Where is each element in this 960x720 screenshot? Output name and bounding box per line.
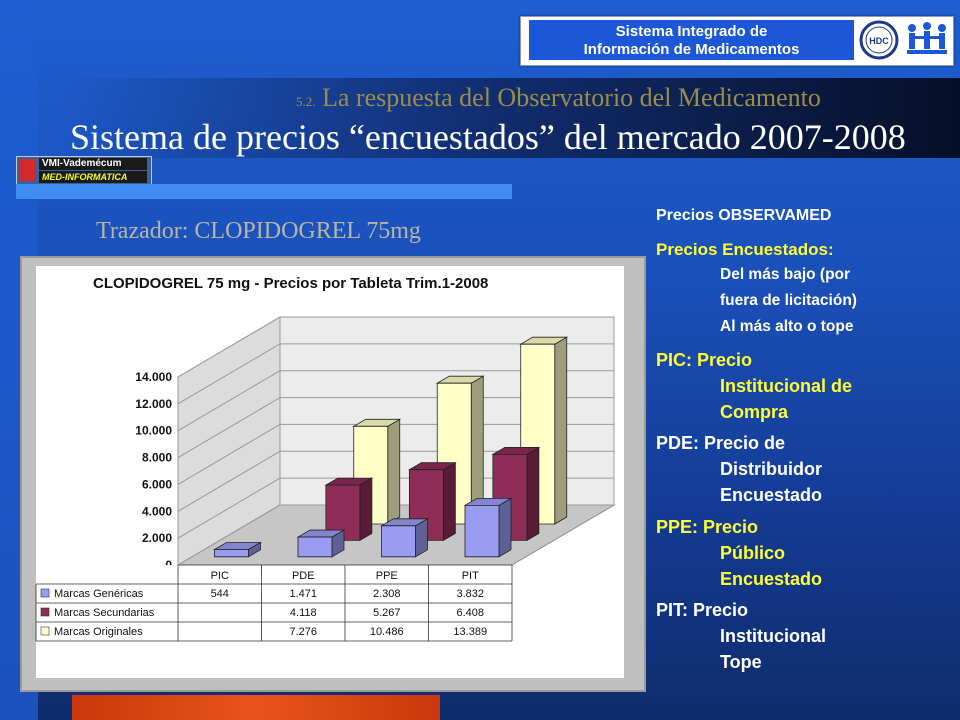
def-pit-2: Institucional [720, 626, 827, 646]
def-ppe-1: PPE: Precio [656, 517, 759, 537]
def-pit-1: PIT: Precio [656, 600, 749, 620]
def-encuestados-desc1: Del más bajo (por [720, 266, 851, 283]
def-pic-2: Institucional de [720, 376, 853, 396]
def-ppe-2: Público [720, 543, 786, 563]
sim-logo: Sistema Integrado de Información de Medi… [520, 16, 954, 66]
def-ppe-3: Encuestado [720, 569, 823, 589]
vmi-logo: VMI-Vademécum MED-INFORMATICA [16, 156, 152, 186]
chart-frame [20, 256, 646, 692]
subtitle-number: 5.2. [296, 94, 316, 109]
emblem-text: HDC [869, 36, 889, 46]
sim-logo-text: Sistema Integrado de Información de Medi… [529, 20, 854, 60]
chart-title: CLOPIDOGREL 75 mg - Precios por Tableta … [93, 275, 489, 292]
tracer-label: Trazador: CLOPIDOGREL 75mg [96, 218, 421, 244]
emblem-icon: HDC [859, 20, 899, 60]
vmi-logo-line1: VMI-Vademécum [39, 158, 147, 170]
def-pic-1: PIC: Precio [656, 350, 753, 370]
accent-bar [16, 184, 512, 199]
def-encuestados: Precios Encuestados: [656, 240, 834, 259]
title-band [60, 78, 960, 158]
slide-subtitle: 5.2. La respuesta del Observatorio del M… [296, 83, 821, 113]
chart-inner [36, 266, 624, 678]
def-pit-3: Tope [720, 652, 762, 672]
subtitle-text: La respuesta del Observatorio del Medica… [322, 83, 821, 112]
vmi-logo-line2: MED-INFORMATICA [39, 171, 147, 183]
sim-logo-line2: Información de Medicamentos [583, 41, 800, 58]
def-observamed: Precios OBSERVAMED [656, 207, 832, 224]
def-pde-3: Encuestado [720, 485, 823, 505]
def-pic-3: Compra [720, 402, 789, 422]
slide-title: Sistema de precios “encuestados” del mer… [70, 117, 906, 157]
def-encuestados-desc2: fuera de licitación) [720, 292, 857, 309]
people-icon [905, 20, 949, 60]
def-pde-2: Distribuidor [720, 459, 822, 479]
sim-logo-line1: Sistema Integrado de [615, 23, 768, 40]
def-pde-1: PDE: Precio de [656, 433, 786, 453]
bottom-accent-bar [72, 695, 440, 720]
vmi-logo-mark [19, 159, 35, 181]
def-encuestados-desc3: Al más alto o tope [720, 318, 854, 335]
